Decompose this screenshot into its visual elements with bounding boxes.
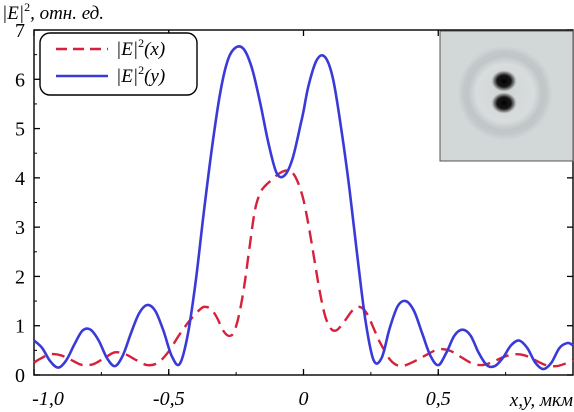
legend: |E|2(x) |E|2(y): [39, 32, 198, 96]
series-layer: [33, 45, 574, 371]
y-tick-label: 3: [15, 217, 25, 239]
legend-label-x: |E|2(x): [116, 36, 165, 60]
inset-lobe-top: [491, 70, 517, 92]
y-tick-label: 4: [15, 168, 25, 190]
inset-ring: [463, 51, 547, 135]
y-tick-label: 5: [15, 119, 25, 141]
y-tick-label: 2: [15, 266, 25, 288]
y-axis-title: |E|2, отн. ед.: [2, 0, 104, 24]
y-tick-label: 6: [15, 69, 25, 91]
y-tick-label: 7: [15, 20, 25, 42]
y-tick-label: 0: [15, 365, 25, 387]
inset-lobe-bottom: [491, 92, 517, 114]
y-tick-label: 1: [15, 316, 25, 338]
axes: 0 1 2 3 4 5 6 7 -1,0 -0,5 0 0,5: [15, 20, 574, 410]
series-line-ex: [33, 169, 574, 368]
x-tick-label: 0: [299, 388, 309, 410]
x-tick-label: 0,5: [426, 388, 451, 410]
x-axis-title: x,y, мкм: [509, 390, 573, 411]
x-tick-label: -1,0: [32, 388, 64, 410]
legend-label-y: |E|2(y): [116, 63, 165, 87]
series-line-ey: [33, 45, 574, 371]
inset-image: [439, 30, 574, 162]
x-tick-label: -0,5: [153, 388, 185, 410]
